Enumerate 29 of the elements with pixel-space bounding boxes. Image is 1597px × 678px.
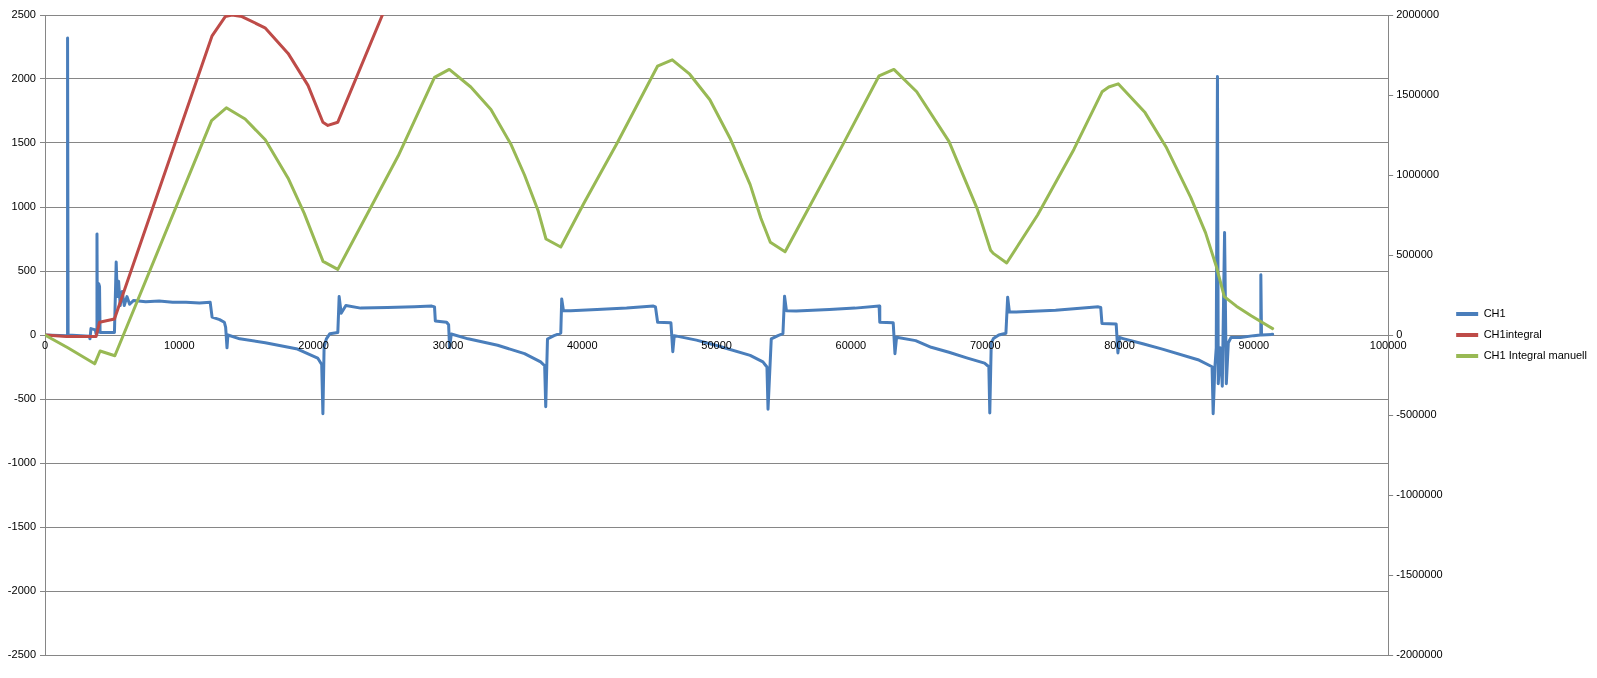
y-tick-label: -2000 bbox=[7, 584, 36, 597]
x-tick-label: 90000 bbox=[1238, 338, 1270, 351]
y2-tick-label: -1500000 bbox=[1396, 568, 1443, 581]
y-tick-label: -1000 bbox=[7, 456, 36, 469]
x-tick-label: 0 bbox=[41, 338, 49, 351]
y-tick-label: 0 bbox=[29, 328, 36, 341]
y2-tick-label: 1500000 bbox=[1396, 88, 1439, 101]
x-tick-label: 40000 bbox=[566, 338, 598, 351]
y-tick-label: -2500 bbox=[7, 648, 36, 661]
y2-tick-label: -1000000 bbox=[1396, 488, 1443, 501]
x-tick-label: 60000 bbox=[835, 338, 867, 351]
y-tick-label: 1500 bbox=[11, 136, 36, 149]
y2-tick-label: 0 bbox=[1396, 328, 1403, 341]
x-tick-label: 100000 bbox=[1369, 338, 1407, 351]
legend-label: CH1 bbox=[1483, 307, 1506, 320]
y2-tick-label: 1000000 bbox=[1396, 168, 1439, 181]
y2-tick-label: -500000 bbox=[1396, 408, 1437, 421]
y-tick-label: 2000 bbox=[11, 72, 36, 85]
y-tick-label: -1500 bbox=[7, 520, 36, 533]
y2-tick-label: -2000000 bbox=[1396, 648, 1443, 661]
y2-tick-label: 2000000 bbox=[1396, 8, 1439, 21]
y-tick-label: 2500 bbox=[11, 8, 36, 21]
y-tick-label: -500 bbox=[13, 392, 36, 405]
x-tick-label: 10000 bbox=[164, 338, 195, 351]
legend-label: CH1integral bbox=[1483, 328, 1542, 341]
legend-label: CH1 Integral manuell bbox=[1483, 349, 1588, 362]
y-tick-label: 500 bbox=[17, 264, 36, 277]
y2-tick-label: 500000 bbox=[1396, 248, 1433, 261]
y-tick-label: 1000 bbox=[11, 200, 36, 213]
